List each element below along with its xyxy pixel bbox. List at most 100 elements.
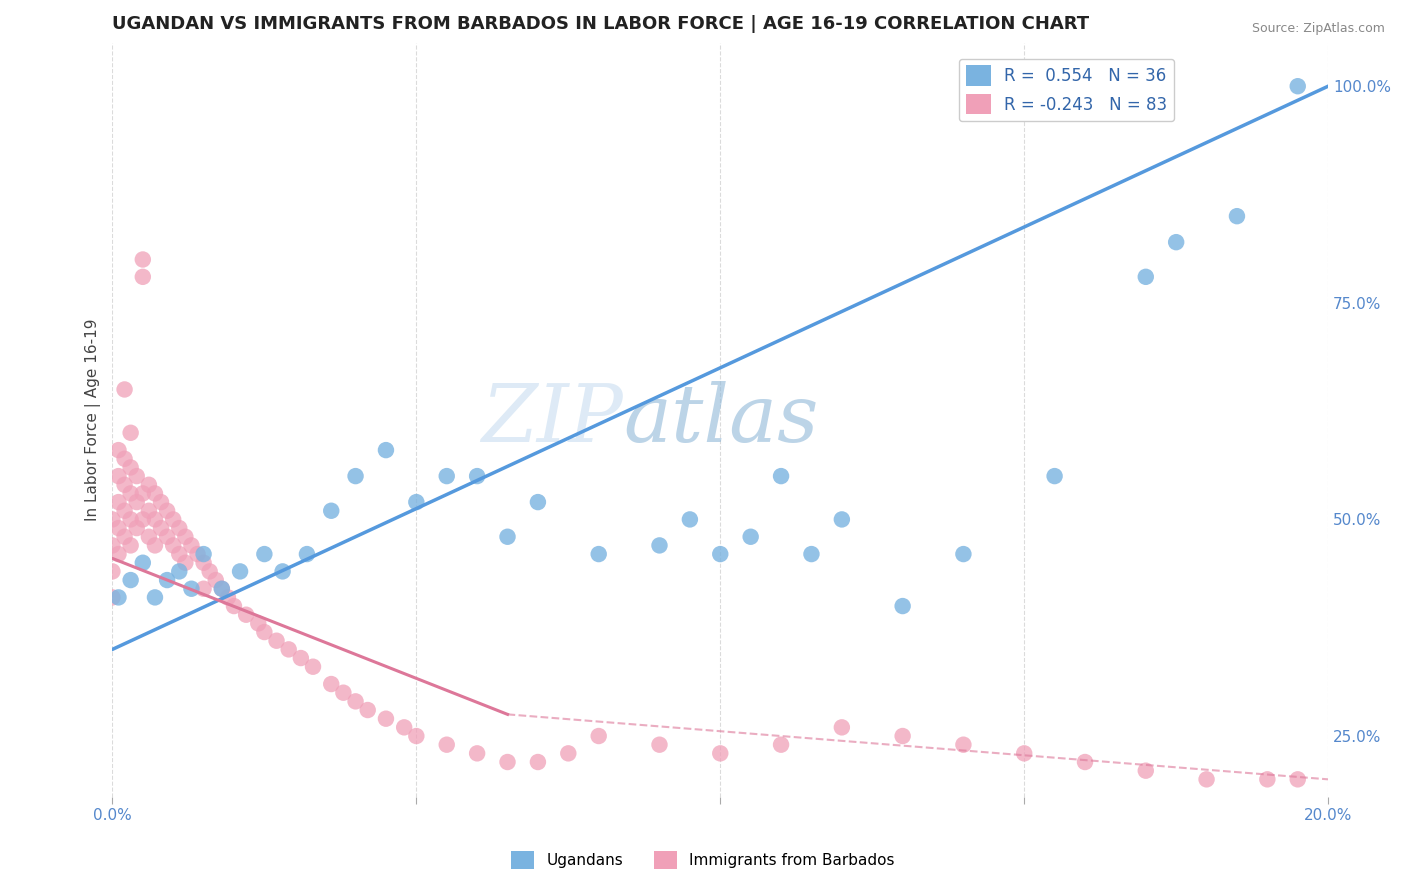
- Point: [229, 565, 252, 579]
- Point: [357, 703, 380, 717]
- Point: [101, 538, 124, 552]
- Point: [107, 591, 129, 605]
- Point: [143, 591, 166, 605]
- Point: [138, 477, 160, 491]
- Legend: R =  0.554   N = 36, R = -0.243   N = 83: R = 0.554 N = 36, R = -0.243 N = 83: [959, 59, 1174, 121]
- Point: [465, 469, 488, 483]
- Point: [107, 547, 129, 561]
- Point: [496, 530, 519, 544]
- Point: [405, 495, 427, 509]
- Point: [465, 747, 488, 761]
- Point: [952, 738, 974, 752]
- Text: UGANDAN VS IMMIGRANTS FROM BARBADOS IN LABOR FORCE | AGE 16-19 CORRELATION CHART: UGANDAN VS IMMIGRANTS FROM BARBADOS IN L…: [112, 15, 1090, 33]
- Point: [831, 720, 853, 734]
- Point: [344, 469, 367, 483]
- Point: [375, 712, 398, 726]
- Point: [101, 591, 124, 605]
- Point: [235, 607, 257, 622]
- Point: [193, 582, 215, 596]
- Point: [143, 486, 166, 500]
- Point: [302, 659, 325, 673]
- Point: [1135, 269, 1157, 284]
- Point: [831, 512, 853, 526]
- Point: [132, 556, 155, 570]
- Point: [1226, 209, 1249, 223]
- Point: [1195, 772, 1218, 787]
- Point: [125, 469, 148, 483]
- Point: [107, 443, 129, 458]
- Point: [101, 565, 124, 579]
- Point: [770, 738, 793, 752]
- Point: [1256, 772, 1278, 787]
- Point: [120, 538, 142, 552]
- Point: [290, 651, 312, 665]
- Point: [321, 504, 343, 518]
- Text: Source: ZipAtlas.com: Source: ZipAtlas.com: [1251, 22, 1385, 36]
- Point: [193, 547, 215, 561]
- Point: [222, 599, 245, 613]
- Point: [107, 469, 129, 483]
- Point: [150, 495, 173, 509]
- Point: [770, 469, 793, 483]
- Point: [132, 512, 155, 526]
- Point: [679, 512, 702, 526]
- Point: [120, 512, 142, 526]
- Text: atlas: atlas: [623, 381, 818, 458]
- Point: [266, 633, 288, 648]
- Point: [156, 573, 179, 587]
- Point: [169, 521, 191, 535]
- Point: [709, 547, 731, 561]
- Point: [132, 269, 155, 284]
- Point: [1012, 747, 1035, 761]
- Point: [295, 547, 318, 561]
- Point: [952, 547, 974, 561]
- Point: [143, 538, 166, 552]
- Point: [120, 460, 142, 475]
- Point: [204, 573, 226, 587]
- Point: [217, 591, 239, 605]
- Point: [405, 729, 427, 743]
- Point: [198, 565, 221, 579]
- Point: [648, 738, 671, 752]
- Point: [496, 755, 519, 769]
- Point: [114, 504, 136, 518]
- Point: [375, 443, 398, 458]
- Point: [1286, 772, 1309, 787]
- Point: [557, 747, 579, 761]
- Point: [125, 495, 148, 509]
- Point: [211, 582, 233, 596]
- Point: [114, 477, 136, 491]
- Point: [150, 521, 173, 535]
- Point: [344, 694, 367, 708]
- Point: [253, 625, 276, 640]
- Point: [1135, 764, 1157, 778]
- Point: [156, 504, 179, 518]
- Point: [186, 547, 208, 561]
- Point: [527, 755, 550, 769]
- Point: [143, 512, 166, 526]
- Point: [740, 530, 762, 544]
- Point: [648, 538, 671, 552]
- Point: [1043, 469, 1066, 483]
- Point: [162, 512, 184, 526]
- Point: [114, 530, 136, 544]
- Point: [169, 547, 191, 561]
- Point: [120, 425, 142, 440]
- Point: [392, 720, 415, 734]
- Point: [132, 252, 155, 267]
- Point: [709, 747, 731, 761]
- Point: [436, 738, 458, 752]
- Point: [891, 599, 914, 613]
- Point: [174, 530, 197, 544]
- Point: [1286, 79, 1309, 94]
- Point: [162, 538, 184, 552]
- Point: [180, 538, 202, 552]
- Point: [120, 486, 142, 500]
- Point: [101, 512, 124, 526]
- Point: [138, 504, 160, 518]
- Point: [138, 530, 160, 544]
- Point: [247, 616, 270, 631]
- Point: [132, 486, 155, 500]
- Y-axis label: In Labor Force | Age 16-19: In Labor Force | Age 16-19: [86, 318, 101, 521]
- Point: [120, 573, 142, 587]
